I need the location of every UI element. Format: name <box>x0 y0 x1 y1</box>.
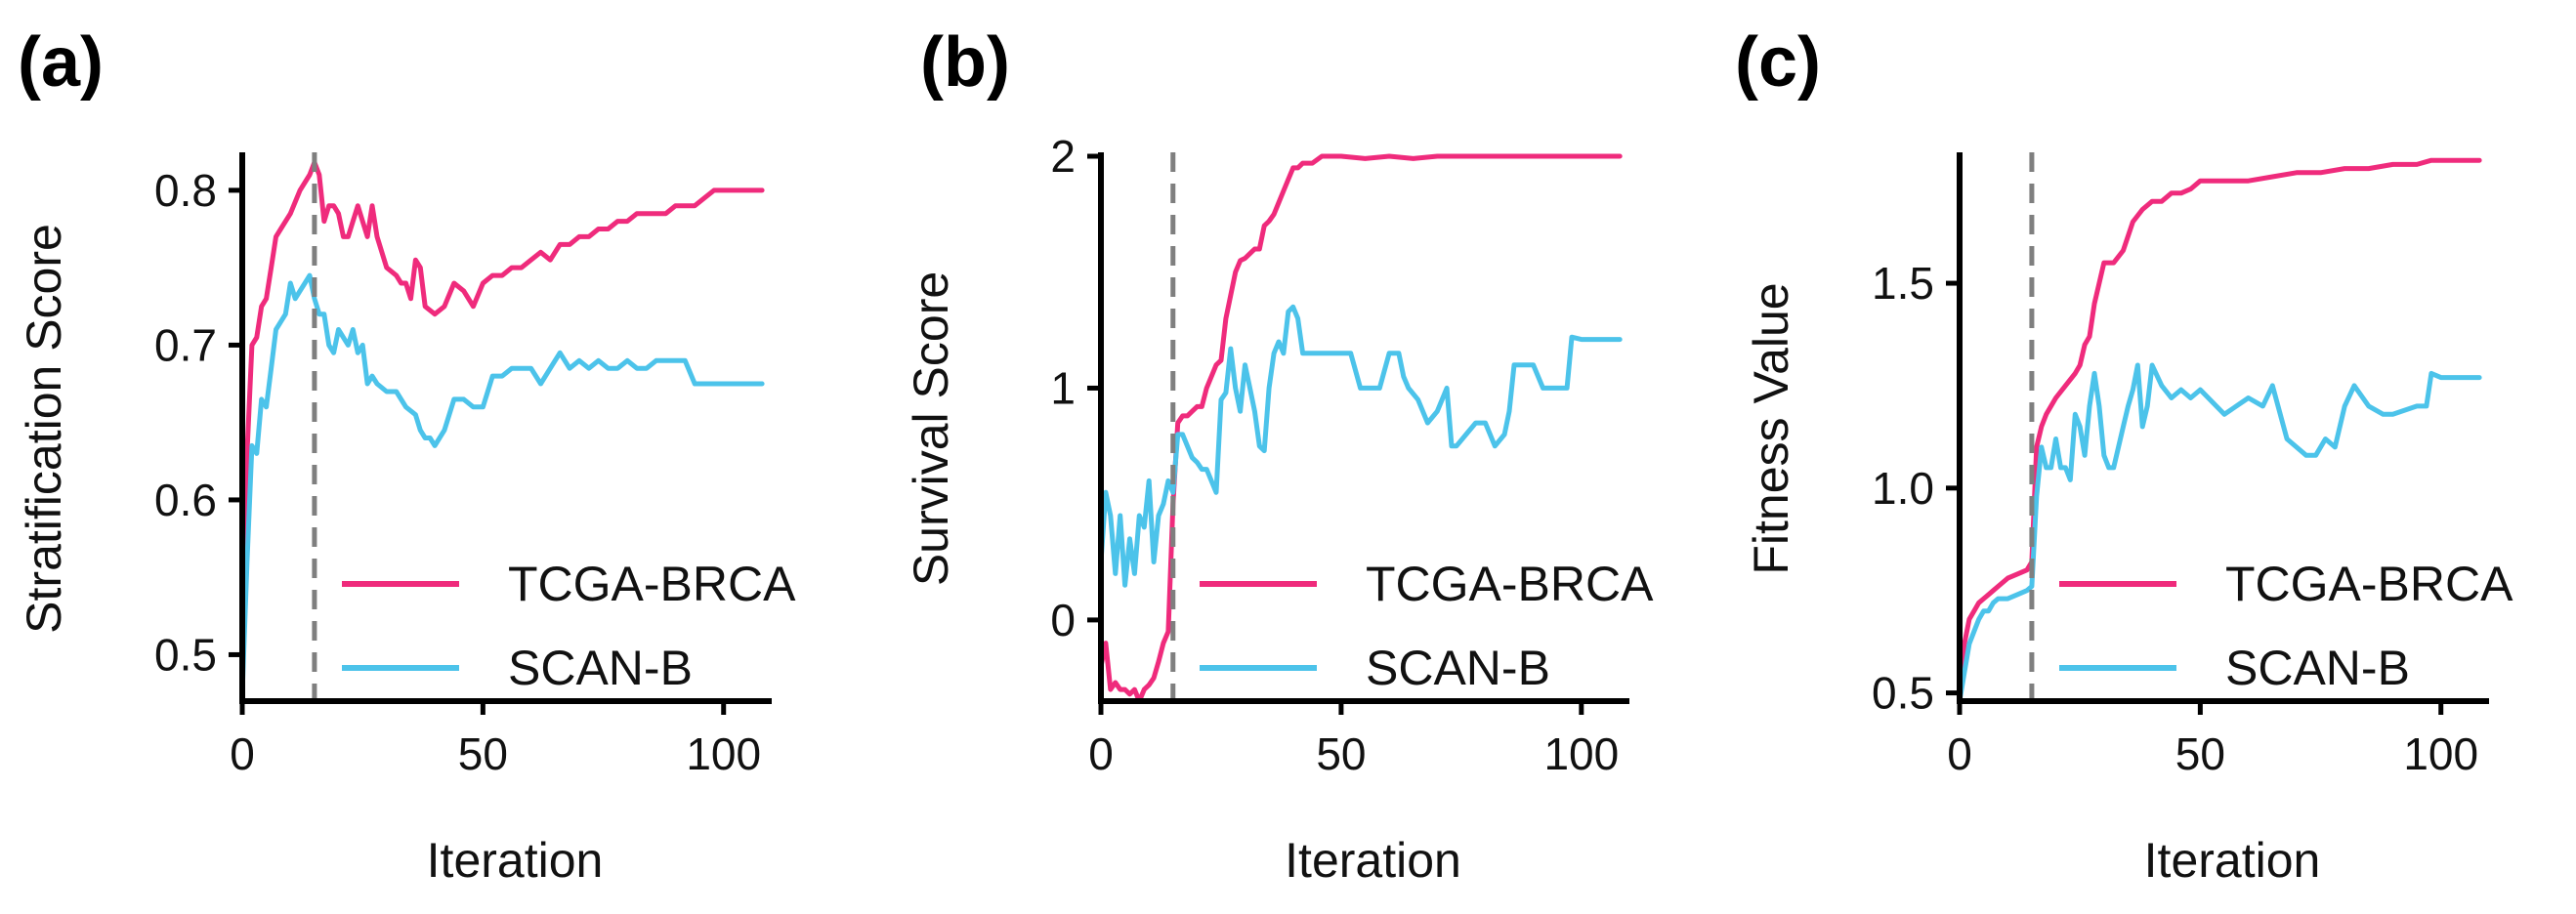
x-axis-label: Iteration <box>1285 833 1461 888</box>
x-axis-label: Iteration <box>2144 833 2321 888</box>
panel-label: (b) <box>920 23 1010 102</box>
y-tick-label: 1.0 <box>1872 463 1934 514</box>
legend: TCGA-BRCA SCAN-B <box>1200 557 1654 695</box>
series-line-tcga-brca <box>239 159 765 596</box>
y-tick-label: 0.6 <box>154 475 217 525</box>
legend: TCGA-BRCA SCAN-B <box>342 557 796 695</box>
legend-label-tcga-brca: TCGA-BRCA <box>508 557 796 611</box>
legend-label-scan-b: SCAN-B <box>508 641 693 695</box>
x-tick-label: 0 <box>1088 728 1114 779</box>
x-tick-label: 0 <box>1947 728 1972 779</box>
x-tick-label: 100 <box>2403 728 2478 779</box>
y-axis-label: Fitness Value <box>1744 282 1798 574</box>
legend-label-scan-b: SCAN-B <box>2225 641 2410 695</box>
y-tick-label: 0.7 <box>154 319 217 370</box>
y-tick-label: 0 <box>1050 595 1076 645</box>
y-axis-label: Stratification Score <box>17 224 71 634</box>
legend-label-tcga-brca: TCGA-BRCA <box>1366 557 1654 611</box>
panel-a: (a) 0 50 100 0.5 0.6 0.7 0.8 Iteration Stratifica… <box>17 23 796 888</box>
panel-label: (c) <box>1735 23 1821 102</box>
y-tick-label: 2 <box>1050 131 1076 182</box>
series-line-scan-b <box>1957 362 2482 704</box>
y-tick-label: 0.8 <box>154 165 217 216</box>
y-tick-label: 1 <box>1050 362 1076 413</box>
legend: TCGA-BRCA SCAN-B <box>2059 557 2513 695</box>
panel-c: (c) 0 50 100 0.5 1.0 1.5 Iteration Fitness Value… <box>1735 23 2513 888</box>
legend-label-scan-b: SCAN-B <box>1366 641 1550 695</box>
y-tick-label: 0.5 <box>1872 668 1934 719</box>
series-line-tcga-brca <box>1098 153 1623 704</box>
x-tick-label: 100 <box>1543 728 1619 779</box>
y-tick-label: 0.5 <box>154 629 217 680</box>
x-tick-label: 50 <box>1316 728 1366 779</box>
x-tick-label: 100 <box>686 728 761 779</box>
series-line-scan-b <box>1098 304 1623 588</box>
x-tick-label: 50 <box>458 728 508 779</box>
x-tick-label: 0 <box>230 728 255 779</box>
series-line-scan-b <box>239 272 765 696</box>
x-tick-label: 50 <box>2175 728 2225 779</box>
panel-label: (a) <box>18 23 104 102</box>
x-axis-label: Iteration <box>427 833 604 888</box>
panel-b: (b) 0 50 100 0 1 2 Iteration Survival Score TCGA-… <box>904 23 1654 888</box>
y-tick-label: 1.5 <box>1872 258 1934 309</box>
legend-label-tcga-brca: TCGA-BRCA <box>2225 557 2513 611</box>
series-line-tcga-brca <box>1957 157 2482 704</box>
y-axis-label: Survival Score <box>904 271 958 586</box>
